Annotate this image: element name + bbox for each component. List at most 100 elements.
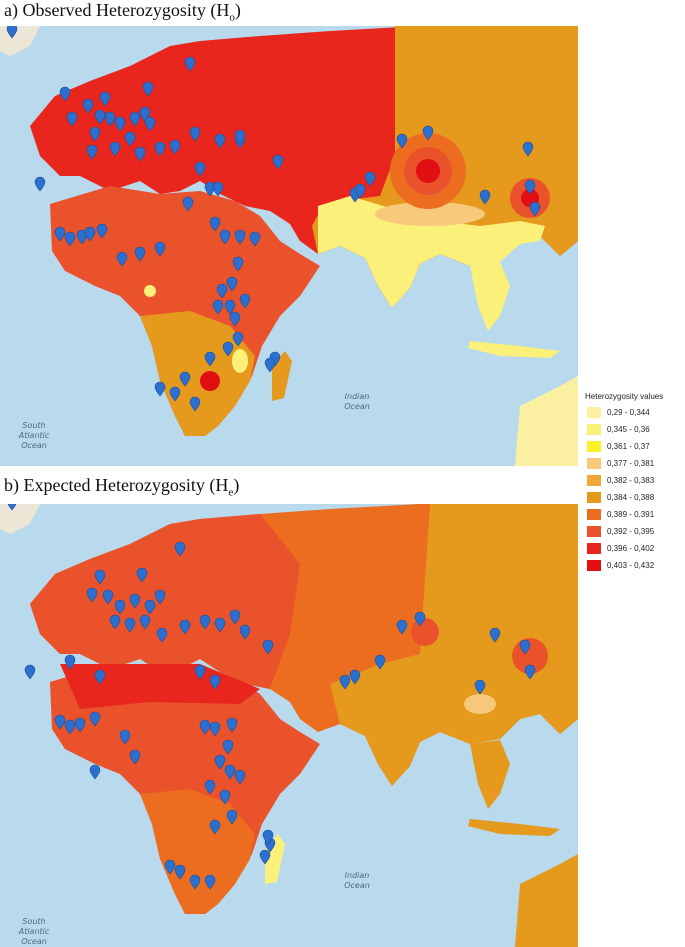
sample-location-marker [59,86,71,102]
indian-ocean-label-2: Ocean [344,881,370,890]
sample-location-marker [129,749,141,765]
sample-location-marker [222,341,234,357]
sample-location-marker [119,729,131,745]
sample-location-marker [174,864,186,880]
panel-a-title-sub: o [229,11,235,24]
sample-location-marker [129,111,141,127]
south-atlantic-label-1: South [22,421,45,430]
sample-location-marker [86,144,98,160]
sample-location-marker [139,614,151,630]
sample-location-marker [262,829,274,845]
legend-swatch [587,491,601,503]
east-asia-orange [330,504,578,786]
sample-location-marker [24,664,36,680]
sample-location-marker [189,126,201,142]
sample-location-marker [169,139,181,155]
legend-row: 0,389 - 0,391 [587,508,654,520]
sample-location-marker [109,614,121,630]
south-africa-hotspot [200,371,220,391]
sample-location-marker [189,396,201,412]
sample-location-marker [529,201,541,217]
legend-swatch [587,559,601,571]
indonesia-islands [468,819,560,836]
south-atlantic-label-1: South [22,917,45,926]
sample-location-marker [129,593,141,609]
observed-heterozygosity-map: Indian Ocean South Atlantic Ocean [0,26,578,466]
legend-label: 0,384 - 0,388 [607,492,655,502]
sample-location-marker [109,141,121,157]
sample-location-marker [272,154,284,170]
sample-location-marker [164,859,176,875]
sample-location-marker [182,196,194,212]
legend-label: 0,389 - 0,391 [607,509,655,519]
indian-ocean-label-1: Indian [345,392,370,401]
southeast-asia-land [470,740,510,809]
panel-a-title-suffix: ) [234,0,241,20]
sample-location-marker [214,133,226,149]
sample-location-marker [212,299,224,315]
south-atlantic-label-2: Atlantic [18,431,50,440]
sample-location-marker [142,81,154,97]
sample-markers-a [6,26,541,412]
south-atlantic-label-2: Atlantic [18,927,50,936]
sample-location-marker [124,617,136,633]
southeast-asia-land [470,262,510,331]
south-atlantic-label-3: Ocean [21,937,47,946]
africa-land [50,664,320,914]
mongolia-hotspot [411,618,439,646]
sample-location-marker [114,116,126,132]
sample-location-marker [64,719,76,735]
legend-swatch [587,508,601,520]
sample-location-marker [66,111,78,127]
sample-location-marker [396,619,408,635]
sample-location-marker [82,98,94,114]
indonesia-islands [468,341,560,358]
legend-row: 0,377 - 0,381 [587,457,654,469]
sample-markers-b [7,504,536,890]
sample-location-marker [262,639,274,655]
legend-swatch [587,542,601,554]
sample-location-marker [339,674,351,690]
sahara-red [60,664,260,709]
arctic-land [0,504,40,534]
legend-swatch [587,525,601,537]
legend-label: 0,345 - 0,36 [607,424,650,434]
sample-location-marker [76,229,88,245]
sample-location-marker [216,283,228,299]
legend-row: 0,361 - 0,37 [587,440,650,452]
sample-location-marker [212,181,224,197]
legend-row: 0,384 - 0,388 [587,491,654,503]
sample-location-marker [524,664,536,680]
legend-row: 0,345 - 0,36 [587,423,650,435]
sample-location-marker [134,246,146,262]
sample-location-marker [154,241,166,257]
sample-location-marker [179,619,191,635]
sample-location-marker [154,381,166,397]
sample-location-marker [116,251,128,267]
sample-location-marker [524,179,536,195]
sample-location-marker [209,216,221,232]
sample-location-marker [204,351,216,367]
legend-label: 0,361 - 0,37 [607,441,650,451]
sample-location-marker [134,146,146,162]
sample-location-marker [94,669,106,685]
sample-location-marker [64,231,76,247]
sample-location-marker [7,504,17,511]
australia-land [515,376,578,466]
tibet-pale [375,202,485,226]
sample-location-marker [522,141,534,157]
sample-location-marker [239,293,251,309]
sample-location-marker [54,714,66,730]
legend-title: Heterozygosity values [585,392,664,401]
sample-location-marker [74,717,86,733]
sample-location-marker [226,717,238,733]
sample-location-marker [199,614,211,630]
sample-location-marker [229,311,241,327]
sample-location-marker [479,189,491,205]
europe-red [30,514,300,689]
sample-location-marker [396,133,408,149]
legend-row: 0,403 - 0,432 [587,559,654,571]
legend-swatch [587,406,601,418]
legend-label: 0,392 - 0,395 [607,526,655,536]
sample-location-marker [204,874,216,890]
